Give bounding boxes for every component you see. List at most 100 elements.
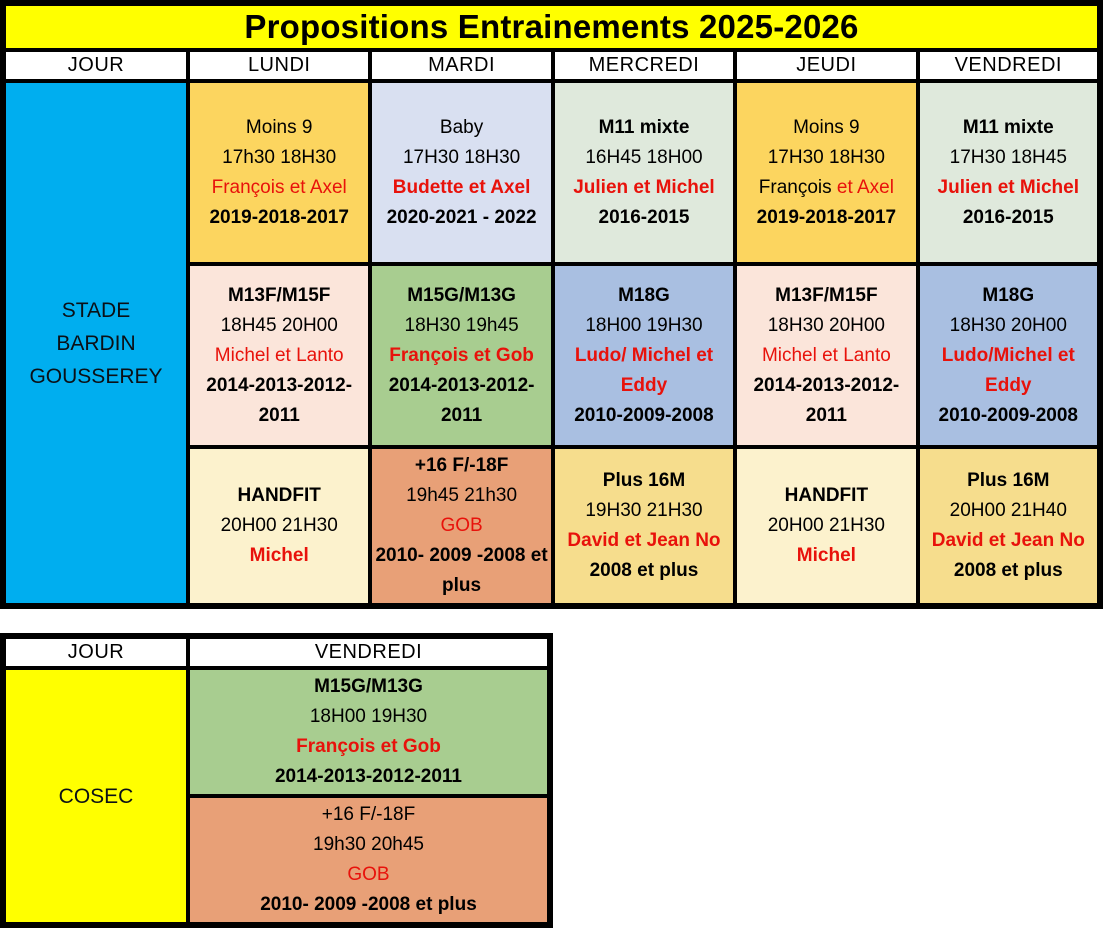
session-cell-stade-r3-vendredi: Plus 16M 20H00 21H40 David et Jean No 2008 … (915, 445, 1103, 608)
text-run: +16 F/-18F (414, 455, 509, 476)
text-run: François et Gob (389, 344, 534, 366)
cosec-schedule-table: JOUR VENDREDI COSEC M15G/M13G 18H00 19H30 Fra… (0, 633, 553, 928)
schedule-row: HANDFIT 20H00 21H30 Michel +16 F/-18F 19h45 … (3, 445, 1103, 608)
session-line: 18H00 19H30 (192, 702, 545, 732)
session-cell-stade-r2-vendredi: M18G 18H30 20H00 Ludo/Michel et Eddy 2010-2… (915, 262, 1103, 449)
location-line: GOUSSEREY (29, 364, 163, 388)
day-header-mardi: MARDI (368, 48, 555, 83)
session-line: 19h30 20h45 (192, 830, 545, 860)
session-cell-stade-r3-jeudi: HANDFIT 20H00 21H30 Michel (733, 445, 920, 608)
text-run: 2014-2013-2012-2011 (753, 374, 900, 426)
session-line: Moins 9 (192, 113, 366, 143)
session-line: Baby (374, 113, 548, 143)
text-run: Michel (796, 545, 856, 566)
text-run: HANDFIT (237, 485, 321, 506)
text-run: GOB (440, 515, 483, 536)
session-line: 18H30 20H00 (922, 311, 1095, 341)
session-line: GOB (374, 511, 548, 541)
day-header-jour: JOUR (1, 634, 190, 670)
session-line: Michel et Lanto (739, 341, 913, 371)
session-line: M15G/M13G (192, 672, 545, 702)
day-header-jeudi: JEUDI (733, 48, 920, 83)
session-line: 17H30 18H30 (739, 143, 913, 173)
session-line: 18H30 20H00 (739, 311, 913, 341)
text-run: David et Jean No (931, 530, 1085, 551)
text-run: Baby (439, 116, 484, 138)
session-line: 2016-2015 (922, 203, 1095, 233)
session-cell-stade-r3-lundi: HANDFIT 20H00 21H30 Michel (185, 445, 373, 608)
text-run: 2008 et plus (589, 560, 699, 581)
text-run: 2010- 2009 -2008 et plus (260, 894, 477, 915)
session-line: M18G (922, 281, 1095, 311)
session-line: Plus 16M (557, 466, 731, 496)
location-line: COSEC (58, 784, 134, 808)
session-line: 20H00 21H30 (192, 511, 366, 541)
location-cell-stade: STADE BARDIN GOUSSEREY (1, 79, 190, 608)
text-run: 19h30 20h45 (313, 834, 424, 855)
session-line: +16 F/-18F (374, 451, 548, 481)
session-line: 2010- 2009 -2008 et plus (192, 890, 545, 920)
text-run: 18H45 20H00 (220, 314, 338, 336)
text-run: 19H30 21H30 (585, 500, 703, 521)
text-run: 18H30 20H00 (767, 314, 885, 336)
text-run: M11 mixte (598, 116, 690, 138)
location-cell-cosec: COSEC (1, 666, 190, 927)
session-line: HANDFIT (192, 481, 366, 511)
session-line: M18G (557, 281, 731, 311)
text-run: +16 F/-18F (321, 804, 416, 825)
text-run: 18H30 20H00 (949, 314, 1067, 336)
session-line: 2008 et plus (557, 556, 731, 586)
session-line: 20H00 21H40 (922, 496, 1095, 526)
session-line: 18H00 19H30 (557, 311, 731, 341)
session-cell-stade-r3-mercredi: Plus 16M 19H30 21H30 David et Jean No 2008 … (550, 445, 738, 608)
text-run: 2010-2009-2008 (938, 404, 1079, 426)
text-run: 2019-2018-2017 (756, 206, 897, 228)
session-line: M15G/M13G (374, 281, 548, 311)
session-cell-stade-r2-jeudi: M13F/M15F 18H30 20H00 Michel et Lanto 2014-… (733, 262, 920, 449)
session-line: HANDFIT (739, 481, 913, 511)
location-line: BARDIN (56, 331, 136, 355)
session-line: 2014-2013-2012-2011 (374, 371, 548, 431)
session-line: +16 F/-18F (192, 800, 545, 830)
session-cell-stade-r2-lundi: M13F/M15F 18H45 20H00 Michel et Lanto 2014-… (185, 262, 373, 449)
text-run: 2016-2015 (962, 206, 1054, 228)
text-run: 17H30 18H30 (767, 146, 885, 168)
session-line: M13F/M15F (739, 281, 913, 311)
schedule-row: STADE BARDIN GOUSSEREY Moins 9 17h30 18H30 Fr… (1, 79, 1103, 608)
session-line: 18H30 19h45 (374, 311, 548, 341)
day-header-row: JOUR VENDREDI (1, 634, 552, 670)
text-run: GOB (347, 864, 390, 885)
session-line: Michel et Lanto (192, 341, 366, 371)
text-run: 20H00 21H30 (767, 515, 885, 536)
session-line: 2016-2015 (557, 203, 731, 233)
text-run: 2014-2013-2012-2011 (206, 374, 353, 426)
session-line: 2019-2018-2017 (739, 203, 913, 233)
text-run: David et Jean No (567, 530, 721, 551)
session-line: 2010-2009-2008 (922, 401, 1095, 431)
text-run: 2014-2013-2012-2011 (388, 374, 535, 426)
session-line: 17H30 18H45 (922, 143, 1095, 173)
session-line: 2014-2013-2012-2011 (192, 371, 366, 431)
schedule-row: COSEC M15G/M13G 18H00 19H30 François et Gob… (1, 666, 552, 927)
session-line: 2019-2018-2017 (192, 203, 366, 233)
text-run: 20H00 21H40 (949, 500, 1067, 521)
text-run: 17H30 18H45 (949, 146, 1067, 168)
session-cell-stade-r3-mardi: +16 F/-18F 19h45 21h30 GOB 2010- 2009 -2008… (368, 445, 555, 608)
session-line: GOB (192, 860, 545, 890)
day-header-jour: JOUR (1, 48, 190, 83)
session-line: Michel (739, 541, 913, 571)
text-run: M13F/M15F (775, 284, 878, 306)
session-line: 20H00 21H30 (739, 511, 913, 541)
day-header-row: JOUR LUNDI MARDI MERCREDI JEUDI VENDREDI (1, 48, 1103, 83)
day-header-vendredi: VENDREDI (186, 634, 552, 670)
session-line: Moins 9 (739, 113, 913, 143)
text-run: M18G (982, 284, 1035, 306)
session-line: 19H30 21H30 (557, 496, 731, 526)
session-line: 2010- 2009 -2008 et plus (374, 541, 548, 601)
text-run: M18G (618, 284, 670, 306)
text-run: François (758, 176, 837, 198)
day-header-lundi: LUNDI (185, 48, 373, 83)
location-line: STADE (61, 298, 131, 322)
text-run: François et Gob (296, 736, 441, 757)
session-line: Ludo/ Michel et Eddy (557, 341, 731, 401)
